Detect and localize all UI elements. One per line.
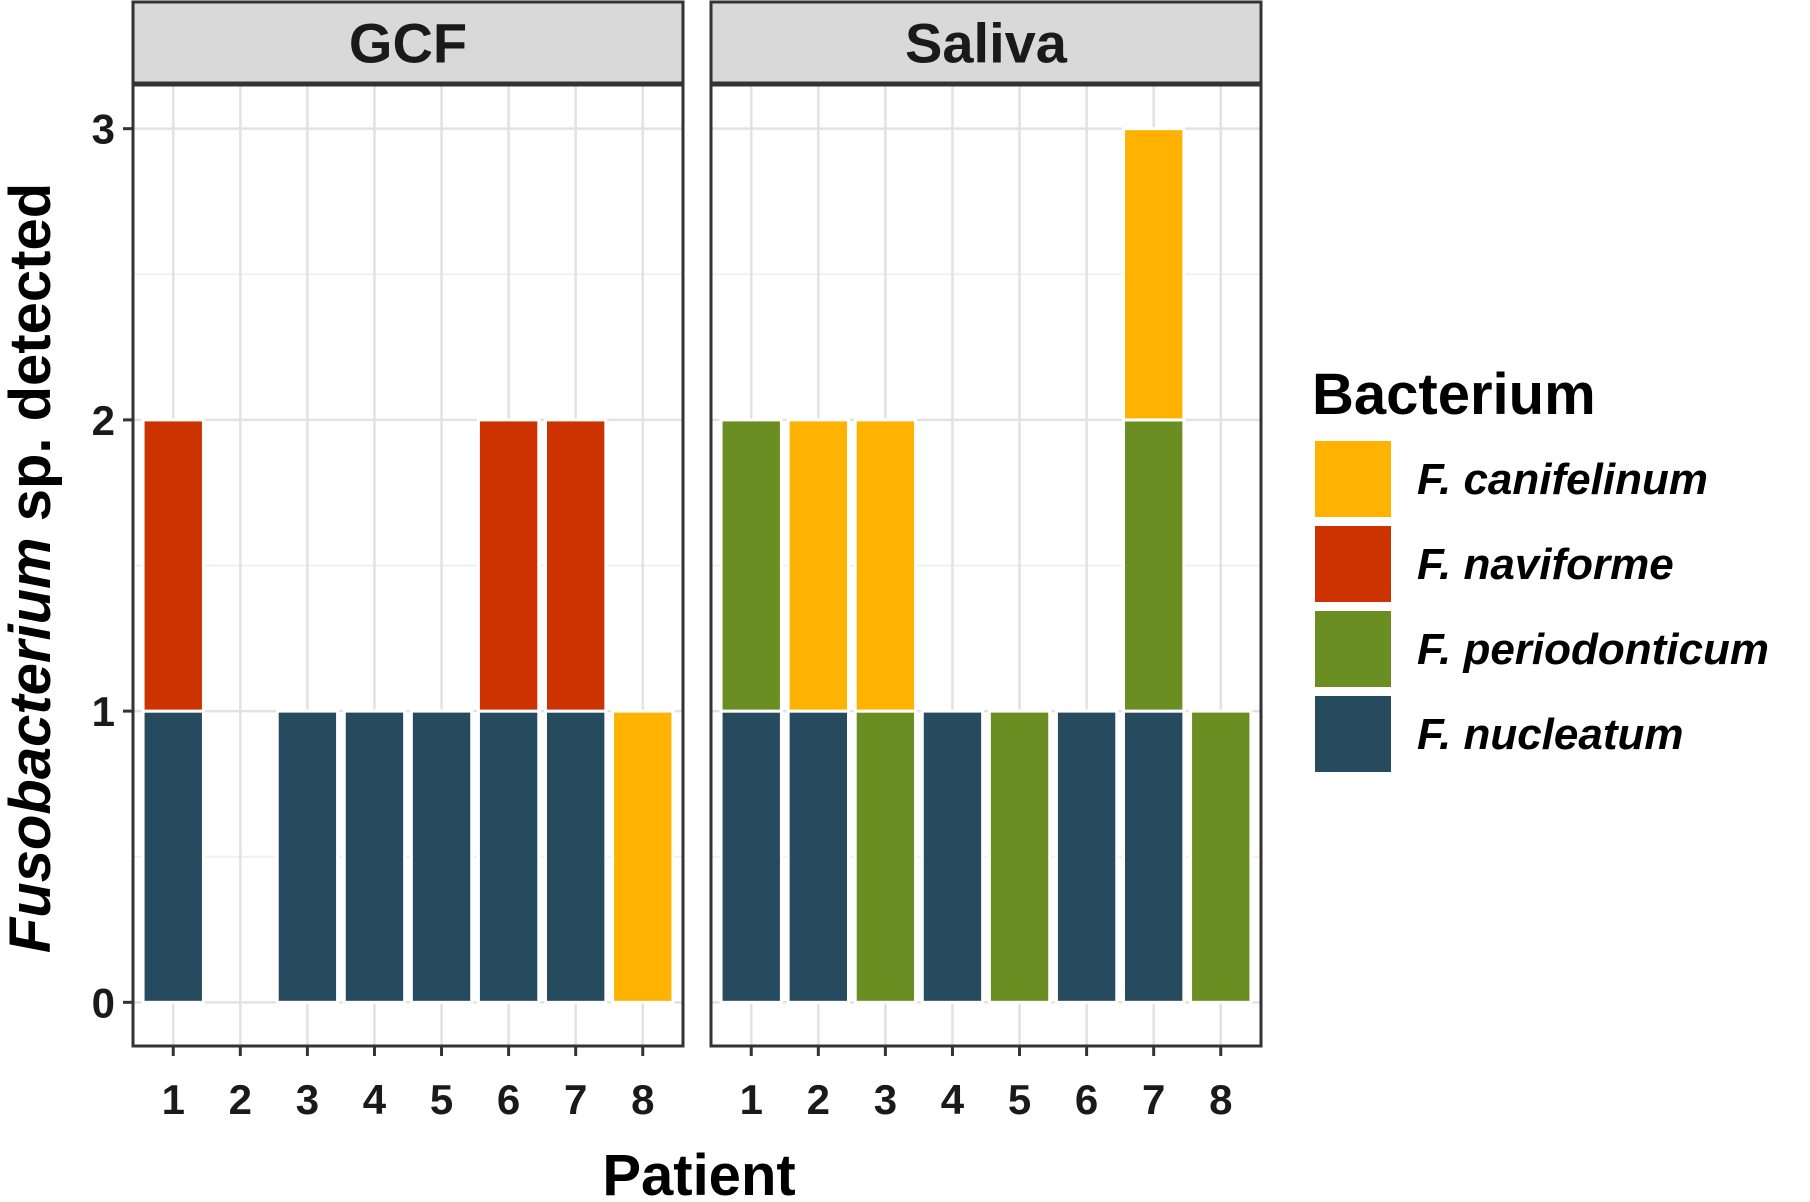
bar-segment-f-nucleatum — [409, 709, 474, 1004]
legend-key — [1315, 526, 1391, 602]
legend-key — [1315, 696, 1391, 772]
bar-segment-f-naviforme — [476, 418, 541, 713]
bar-segment-f-canifelinum — [786, 418, 851, 713]
bar-segment-f-nucleatum — [476, 709, 541, 1004]
x-tick-label: 1 — [740, 1076, 763, 1123]
legend-title: Bacterium — [1312, 362, 1596, 427]
x-tick-label: 8 — [631, 1076, 654, 1123]
x-tick-label: 3 — [874, 1076, 897, 1123]
x-tick-label: 6 — [497, 1076, 520, 1123]
y-axis-title-italic: Fusobacterium — [0, 537, 63, 953]
panel-border — [709, 83, 1263, 1048]
panel-border — [131, 83, 685, 1048]
legend: Bacterium F. canifelinum F. naviforme F. p… — [1312, 362, 1769, 772]
y-axis-title-rest: sp. detected — [0, 183, 63, 538]
bar-segment-f-nucleatum — [786, 709, 851, 1004]
bar-segment-f-periodonticum — [987, 709, 1052, 1004]
x-tick-label: 1 — [162, 1076, 185, 1123]
y-axis: 0 1 2 3 — [92, 106, 133, 1026]
x-tick-label: 7 — [1142, 1076, 1165, 1123]
x-tick-label: 7 — [564, 1076, 587, 1123]
y-tick-label: 1 — [92, 688, 115, 735]
x-tick-label: 8 — [1209, 1076, 1232, 1123]
facet-strip — [131, 0, 685, 85]
bar-segment-f-nucleatum — [342, 709, 407, 1004]
bar-segment-f-nucleatum — [544, 709, 608, 1004]
bar-segment-f-nucleatum — [275, 709, 340, 1004]
facet-strip — [709, 0, 1263, 85]
legend-label: F. periodonticum — [1417, 625, 1769, 674]
y-tick-label: 0 — [92, 979, 115, 1026]
x-tick-label: 4 — [941, 1076, 965, 1123]
legend-key — [1315, 611, 1391, 687]
legend-label: F. nucleatum — [1417, 710, 1684, 759]
bar-segment-f-nucleatum — [141, 709, 205, 1004]
facet-gcf: GCF 1 2 3 4 5 6 7 8 — [131, 0, 685, 1123]
bar-segment-f-periodonticum — [719, 418, 783, 713]
x-tick-label: 6 — [1075, 1076, 1098, 1123]
x-tick-label: 5 — [430, 1076, 453, 1123]
legend-label: F. naviforme — [1417, 540, 1674, 589]
x-tick-label: 3 — [296, 1076, 319, 1123]
facet-strip-label: Saliva — [905, 12, 1068, 75]
x-tick-label: 2 — [229, 1076, 252, 1123]
y-tick-label: 2 — [92, 397, 115, 444]
bar-segment-f-canifelinum — [853, 418, 918, 713]
y-tick-label: 3 — [92, 106, 115, 153]
bar-segment-f-naviforme — [544, 418, 608, 713]
bar-segment-f-naviforme — [141, 418, 205, 713]
bar-segment-f-canifelinum — [1122, 127, 1186, 422]
legend-label: F. canifelinum — [1417, 455, 1708, 504]
bar-segment-f-canifelinum — [611, 709, 675, 1004]
x-tick-label: 2 — [807, 1076, 830, 1123]
y-axis-title: Fusobacterium sp. detected — [0, 183, 63, 953]
bar-segment-f-periodonticum — [1189, 709, 1253, 1004]
bar-segment-f-periodonticum — [1122, 418, 1186, 713]
facet-strip-label: GCF — [349, 12, 467, 75]
x-tick-label: 5 — [1008, 1076, 1031, 1123]
bar-segment-f-nucleatum — [1122, 709, 1186, 1004]
bar-segment-f-periodonticum — [853, 709, 918, 1004]
bar-segment-f-nucleatum — [1054, 709, 1119, 1004]
bar-segment-f-nucleatum — [719, 709, 783, 1004]
x-tick-label: 4 — [363, 1076, 387, 1123]
facet-saliva: Saliva 1 2 3 4 5 6 7 8 — [709, 0, 1263, 1123]
x-axis-title: Patient — [602, 1143, 795, 1202]
legend-key — [1315, 441, 1391, 517]
bar-segment-f-nucleatum — [920, 709, 985, 1004]
